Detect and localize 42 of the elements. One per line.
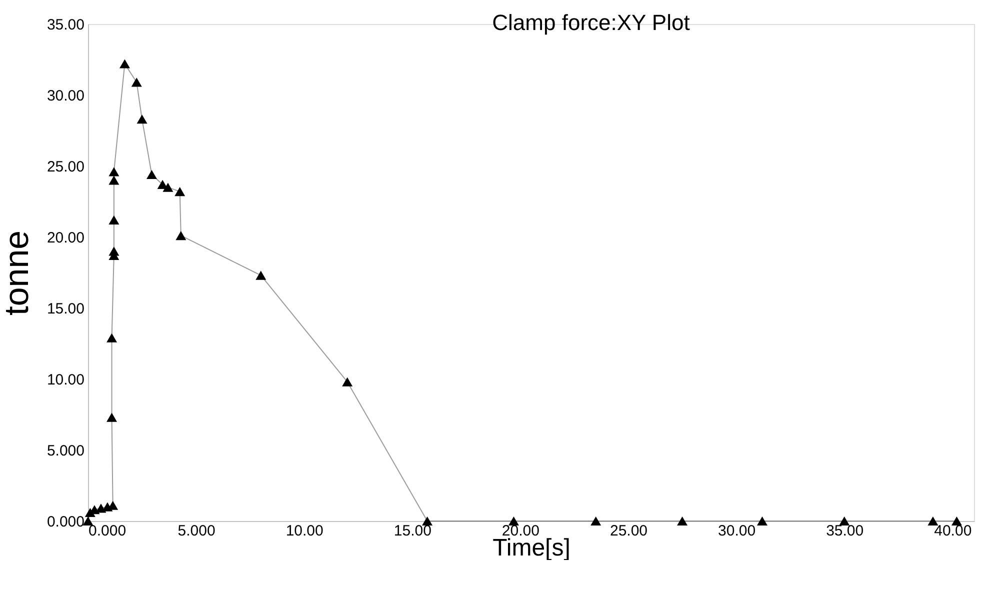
chart-title: Clamp force:XY Plot [492,10,690,35]
point [108,215,120,224]
point [108,176,120,185]
point [136,114,148,124]
y-tick-label: 35.00 [46,16,84,34]
point [119,59,130,68]
point [162,182,174,192]
x-tick-label: 10.00 [286,522,324,540]
y-tick-label: 20.00 [46,230,84,246]
y-tick-label: 15.00 [46,300,84,318]
point [256,270,266,280]
x-tick-label: 0.000 [88,522,126,540]
y-tick-label: 30.00 [46,88,84,104]
y-tick-label: 25.00 [46,158,84,176]
x-tick-label: 35.00 [826,522,864,540]
y-tick-label: 10.00 [46,372,84,388]
point [839,516,850,526]
point [508,516,519,526]
point [951,516,962,526]
point [422,516,433,526]
point [176,231,186,240]
point [677,516,688,526]
y-axis-title: tonne [0,230,36,316]
point [108,246,120,256]
point [342,377,353,386]
x-tick-label: 25.00 [610,522,648,540]
point [106,412,118,422]
x-tick-label: 40.00 [934,522,972,540]
x-tick-label: 15.00 [394,522,432,540]
point [590,516,602,526]
x-tick-label: 5.000 [178,522,216,540]
point [928,516,938,526]
point [146,170,157,180]
point [174,187,186,196]
point [96,504,106,513]
x-tick-label: 30.00 [718,522,756,540]
point [108,167,120,176]
x-tick-label: 20.00 [502,522,540,540]
y-tick-label: 5.000 [46,442,84,460]
point [756,516,768,526]
point [131,78,142,87]
point [106,333,118,342]
